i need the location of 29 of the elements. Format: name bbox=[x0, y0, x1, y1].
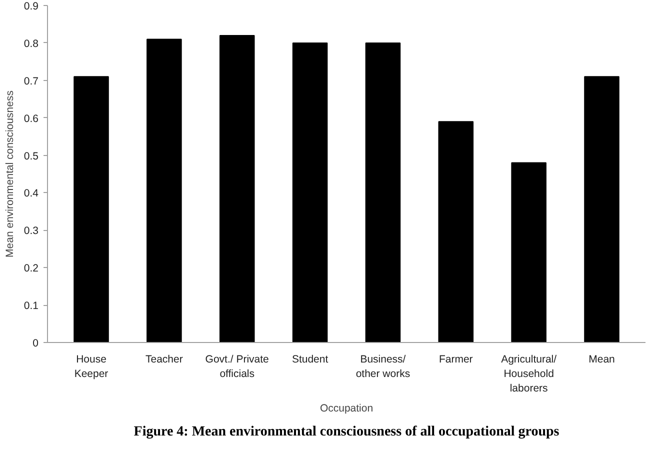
x-tick-label: Govt./ Private officials bbox=[205, 354, 270, 380]
bar bbox=[584, 76, 620, 342]
x-tick-label: Farmer bbox=[438, 354, 474, 366]
text: Figure 4: Mean environmental consciousness of all occupational groups bbox=[134, 424, 560, 440]
y-tick-label: 0.9 bbox=[24, 0, 39, 12]
bar bbox=[292, 42, 328, 342]
bar bbox=[219, 34, 255, 342]
y-tick-label: 0 bbox=[32, 338, 39, 350]
x-tick-label: House Keeper bbox=[74, 354, 109, 380]
bar bbox=[146, 38, 182, 342]
y-tick-label: 0.7 bbox=[24, 75, 39, 88]
bar bbox=[511, 162, 546, 342]
y-axis-title: Mean environmental consciousness bbox=[4, 90, 16, 258]
x-tick-label: Mean bbox=[588, 354, 616, 366]
y-tick-label: 0.6 bbox=[24, 112, 39, 125]
y-tick-label: 0.4 bbox=[24, 188, 39, 200]
y-tick-label: 0.1 bbox=[24, 300, 39, 312]
y-tick-label: 0.8 bbox=[24, 38, 39, 50]
x-axis-title: Occupation bbox=[320, 402, 374, 414]
bar bbox=[365, 42, 401, 342]
x-tick-label: Agricultural/ Household laborers bbox=[501, 354, 557, 394]
bar bbox=[438, 121, 474, 342]
y-tick-label: 0.2 bbox=[24, 262, 39, 275]
bar bbox=[74, 76, 109, 342]
y-tick-label: 0.3 bbox=[24, 225, 39, 238]
x-tick-label: Student bbox=[292, 354, 328, 366]
y-tick-label: 0.5 bbox=[24, 150, 39, 162]
x-tick-label: Business/ other works bbox=[356, 354, 410, 380]
x-tick-label: Teacher bbox=[146, 354, 184, 366]
